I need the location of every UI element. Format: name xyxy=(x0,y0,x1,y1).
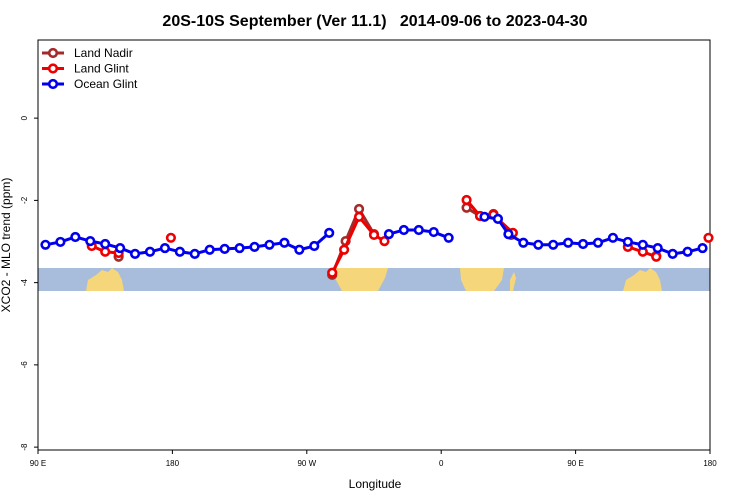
legend-swatch-marker xyxy=(47,63,59,74)
data-point xyxy=(159,242,171,254)
data-point xyxy=(327,267,338,278)
data-point xyxy=(100,238,111,250)
data-point xyxy=(204,244,215,255)
data-point xyxy=(651,251,662,262)
chart-title: 20S-10S September (Ver 11.1) 2014-09-06 … xyxy=(162,13,587,30)
x-axis-label: Longitude xyxy=(349,477,402,491)
data-point xyxy=(339,244,350,255)
y-tick-label: -6 xyxy=(20,361,29,369)
series-line xyxy=(484,215,703,256)
data-point xyxy=(294,244,305,255)
plot-frame xyxy=(37,39,711,451)
data-point xyxy=(144,246,156,257)
data-point xyxy=(682,246,693,257)
data-point xyxy=(279,237,290,248)
data-point xyxy=(249,241,260,252)
data-point xyxy=(652,242,663,254)
y-tick-label: -8 xyxy=(20,443,29,451)
data-point xyxy=(548,239,559,250)
x-tick-label: 90 E xyxy=(30,459,46,468)
data-point xyxy=(379,235,390,247)
y-tick-label: -4 xyxy=(20,279,29,287)
data-point xyxy=(622,236,633,248)
y-axis-label: XCO2 - MLO trend (ppm) xyxy=(0,178,13,313)
data-point xyxy=(165,232,177,243)
data-point xyxy=(413,224,424,236)
legend-swatch-marker xyxy=(47,47,59,59)
data-point xyxy=(443,232,454,243)
data-point xyxy=(234,242,245,254)
data-point xyxy=(577,238,589,250)
x-tick-label: 90 W xyxy=(297,459,316,468)
data-point xyxy=(503,229,514,240)
data-point xyxy=(353,211,365,222)
series-line xyxy=(330,214,386,274)
x-tick-label: 180 xyxy=(166,459,180,468)
data-point xyxy=(428,226,439,238)
series-line xyxy=(330,205,376,276)
data-point xyxy=(129,248,141,259)
data-point xyxy=(398,224,409,236)
data-point xyxy=(479,211,490,222)
data-point xyxy=(189,248,200,259)
data-point xyxy=(100,246,111,257)
data-point xyxy=(533,239,544,250)
data-point xyxy=(85,235,96,247)
y-tick-label: -2 xyxy=(20,196,29,204)
legend-label: Land Nadir xyxy=(74,46,133,60)
data-point xyxy=(703,232,714,243)
data-point xyxy=(383,229,395,240)
data-point xyxy=(637,239,648,250)
data-point xyxy=(461,194,472,206)
land-shapes xyxy=(86,268,662,291)
data-point xyxy=(40,239,51,250)
legend-label: Land Glint xyxy=(74,62,129,76)
data-point xyxy=(219,243,230,255)
data-point xyxy=(353,203,365,215)
y-tick-label: 0 xyxy=(20,115,29,120)
x-tick-label: 0 xyxy=(439,459,444,468)
data-point xyxy=(115,242,126,254)
data-point xyxy=(592,237,604,248)
x-tick-label: 90 E xyxy=(567,459,583,468)
data-point xyxy=(368,229,380,241)
data-point xyxy=(324,227,335,238)
data-point xyxy=(607,232,619,243)
data-point xyxy=(518,237,529,248)
legend-swatch-marker xyxy=(47,78,59,90)
data-point xyxy=(70,231,81,243)
data-point xyxy=(697,242,708,254)
x-tick-label: 180 xyxy=(703,459,717,468)
data-point xyxy=(264,239,275,250)
data-point xyxy=(55,236,66,248)
data-point xyxy=(667,248,678,259)
data-point xyxy=(563,237,574,248)
legend-label: Ocean Glint xyxy=(74,77,138,91)
data-point xyxy=(492,213,504,224)
data-point xyxy=(174,246,185,257)
data-point xyxy=(309,240,320,252)
